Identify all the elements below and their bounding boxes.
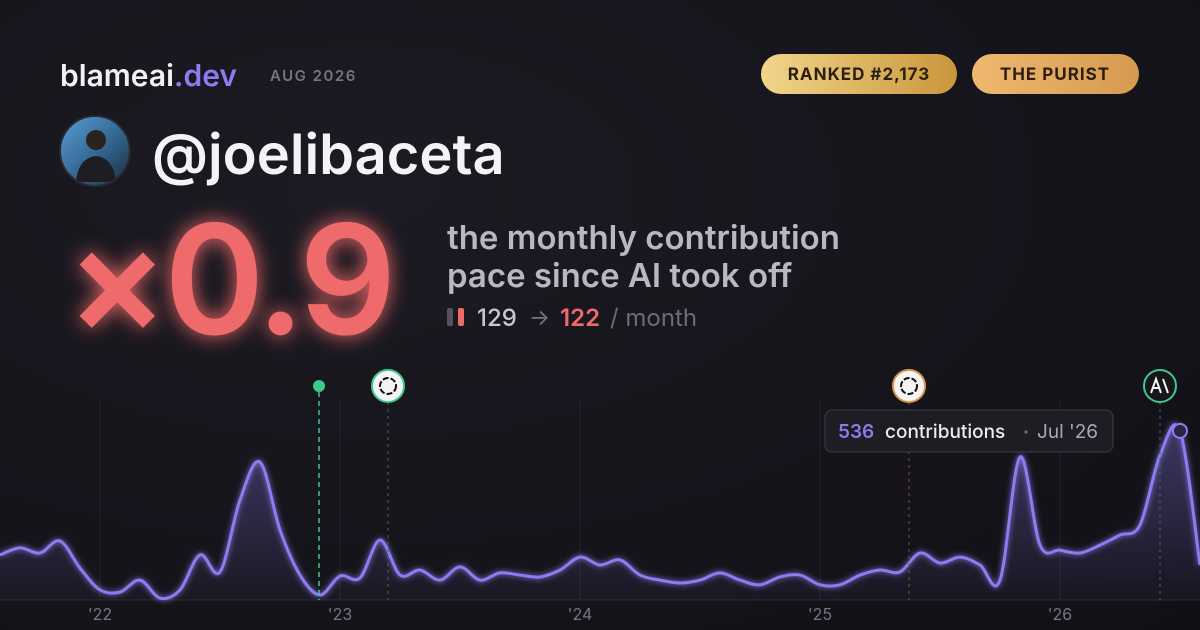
event-icon: [1143, 369, 1177, 403]
tooltip-box: [824, 409, 1114, 453]
brand-name: blameai: [60, 58, 174, 94]
date: AUG 2026: [270, 66, 357, 85]
unit: / month: [610, 303, 697, 332]
event-glyph: [379, 377, 397, 395]
chart: '22 '23 '24 '25 '26: [0, 400, 1200, 624]
description: the monthly contribution: [447, 217, 840, 257]
line: [0, 423, 1200, 601]
tooltip-label: contributions: [885, 420, 1005, 443]
event-dot: [313, 380, 325, 392]
x-tick-label: '22: [88, 604, 112, 624]
badge-label: THE PURIST: [1000, 65, 1110, 85]
x-tick-label: '25: [808, 604, 832, 624]
brand-suffix: .dev: [174, 58, 237, 94]
event-icon: [892, 369, 926, 403]
legend-swatch: [458, 308, 464, 326]
events: [313, 369, 1177, 600]
area: [0, 424, 1200, 600]
before-value: 129: [477, 303, 517, 332]
event-glyph: [1150, 376, 1169, 394]
x-tick-label: '23: [328, 604, 352, 624]
event-glyph: [900, 377, 918, 395]
badge: [761, 54, 957, 94]
highlight-point: [1172, 422, 1188, 439]
tooltip-date: Jul '26: [1037, 420, 1098, 443]
badge: [972, 54, 1139, 94]
legend-swatch: [447, 308, 453, 326]
avatar: [59, 115, 131, 187]
x-tick-label: '26: [1048, 604, 1072, 624]
username: @joelibaceta: [152, 120, 505, 188]
event-icon: [371, 369, 405, 403]
arrow: →: [529, 305, 550, 331]
badge-label: RANKED #2,173: [788, 65, 930, 85]
tooltip: 536 contributions Jul '26: [824, 409, 1114, 453]
x-tick-label: '24: [568, 604, 593, 624]
description: pace since AI took off: [447, 255, 793, 295]
multiplier: ×0.9: [66, 187, 392, 371]
tooltip-value: 536: [838, 420, 874, 443]
after-value: 122: [560, 303, 600, 332]
separator: [1024, 430, 1028, 434]
brand: blameai.dev: [60, 58, 237, 94]
